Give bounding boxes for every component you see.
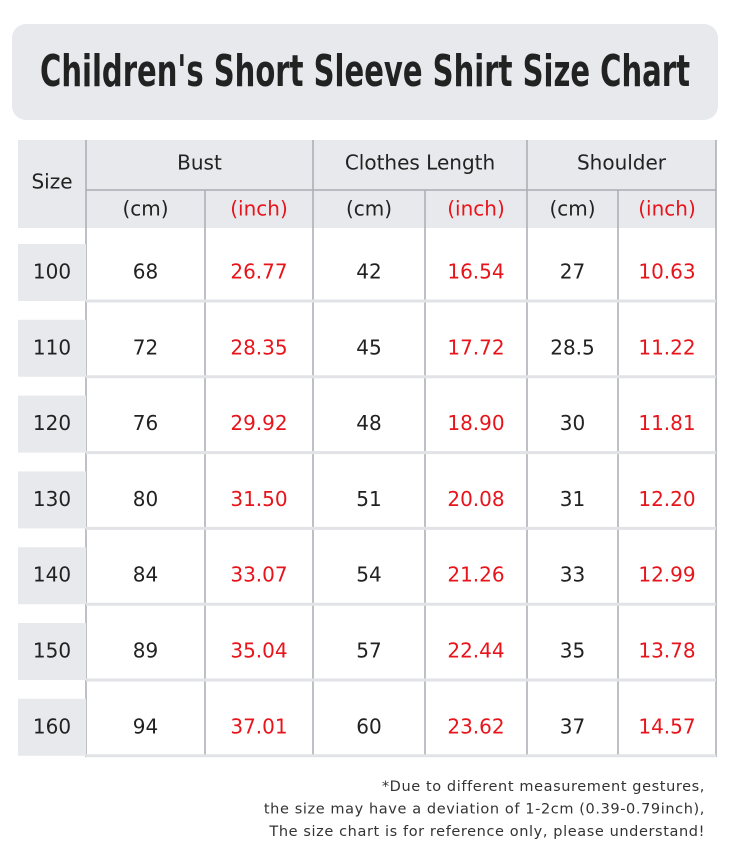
- size-cell: [18, 319, 86, 377]
- measurement: 11.81: [638, 411, 695, 435]
- measurement: 31.50: [230, 487, 287, 511]
- size-value: 120: [33, 411, 71, 435]
- footnote-line: *Due to different measurement gestures,: [382, 779, 705, 795]
- measurement: 28.35: [230, 335, 287, 359]
- measurement: 20.08: [447, 487, 504, 511]
- measurement: 45: [356, 335, 381, 359]
- size-cell: [18, 395, 86, 453]
- measurement: 33: [560, 563, 585, 587]
- unit-header: (inch): [638, 197, 696, 221]
- measurement: 11.22: [638, 335, 695, 359]
- group-header: Shoulder: [577, 151, 667, 175]
- measurement: 89: [133, 639, 158, 663]
- measurement: 23.62: [447, 714, 504, 738]
- unit-header: (cm): [346, 197, 392, 221]
- title: Children's Short Sleeve Shirt Size Chart: [40, 46, 690, 97]
- unit-header: (cm): [549, 197, 595, 221]
- measurement: 16.54: [447, 260, 504, 284]
- size-value: 150: [33, 639, 71, 663]
- measurement: 35.04: [230, 639, 287, 663]
- size-header: Size: [31, 170, 72, 194]
- measurement: 60: [356, 714, 381, 738]
- measurement: 76: [133, 411, 158, 435]
- measurement: 84: [133, 563, 158, 587]
- measurement: 57: [356, 639, 381, 663]
- unit-header: (cm): [122, 197, 168, 221]
- size-cell: [18, 623, 86, 680]
- measurement: 35: [560, 639, 585, 663]
- measurement: 80: [133, 487, 158, 511]
- group-header: Bust: [177, 151, 222, 175]
- measurement: 51: [356, 487, 381, 511]
- measurement: 30: [560, 411, 585, 435]
- measurement: 29.92: [230, 411, 287, 435]
- table-header: [18, 140, 716, 228]
- measurement: 22.44: [447, 639, 504, 663]
- unit-header: (inch): [230, 197, 288, 221]
- measurement: 31: [560, 487, 585, 511]
- measurement: 17.72: [447, 335, 504, 359]
- size-cell: [18, 547, 86, 605]
- measurement: 14.57: [638, 714, 695, 738]
- measurement: 33.07: [230, 563, 287, 587]
- measurement: 94: [133, 714, 158, 738]
- title-box: [12, 24, 718, 120]
- measurement: 10.63: [638, 260, 695, 284]
- measurement: 42: [356, 260, 381, 284]
- measurement: 27: [560, 260, 585, 284]
- measurement: 21.26: [447, 563, 504, 587]
- size-value: 160: [33, 714, 71, 738]
- size-value: 140: [33, 563, 71, 587]
- measurement: 28.5: [550, 335, 595, 359]
- measurement: 26.77: [230, 260, 287, 284]
- size-cell: [18, 244, 86, 301]
- measurement: 37.01: [230, 714, 287, 738]
- measurement: 72: [133, 335, 158, 359]
- measurement: 12.99: [638, 563, 695, 587]
- size-cell: [18, 471, 86, 529]
- measurement: 48: [356, 411, 381, 435]
- group-header: Clothes Length: [345, 151, 495, 175]
- measurement: 12.20: [638, 487, 695, 511]
- measurement: 54: [356, 563, 381, 587]
- size-value: 130: [33, 487, 71, 511]
- measurement: 18.90: [447, 411, 504, 435]
- footnote-line: the size may have a deviation of 1-2cm (…: [264, 802, 705, 818]
- size-value: 110: [33, 335, 71, 359]
- size-cell: [18, 698, 86, 756]
- measurement: 68: [133, 260, 158, 284]
- footnote-line: The size chart is for reference only, pl…: [268, 824, 705, 840]
- measurement: 13.78: [638, 639, 695, 663]
- size-value: 100: [33, 260, 71, 284]
- unit-header: (inch): [447, 197, 505, 221]
- measurement: 37: [560, 714, 585, 738]
